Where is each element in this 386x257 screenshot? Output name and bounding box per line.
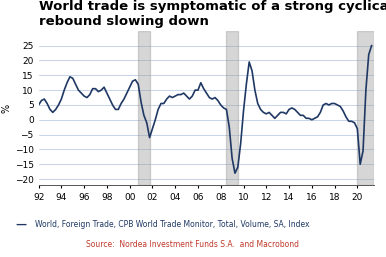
Y-axis label: %: % <box>2 103 12 113</box>
Text: World, Foreign Trade, CPB World Trade Monitor, Total, Volume, SA, Index: World, Foreign Trade, CPB World Trade Mo… <box>35 221 309 230</box>
Bar <box>357 31 374 185</box>
Bar <box>138 31 150 185</box>
Text: World trade is symptomatic of a strong cyclical
rebound slowing down: World trade is symptomatic of a strong c… <box>39 0 386 28</box>
Text: —: — <box>15 219 27 230</box>
Text: Source:  Nordea Investment Funds S.A.  and Macrobond: Source: Nordea Investment Funds S.A. and… <box>86 240 300 249</box>
Bar <box>227 31 238 185</box>
